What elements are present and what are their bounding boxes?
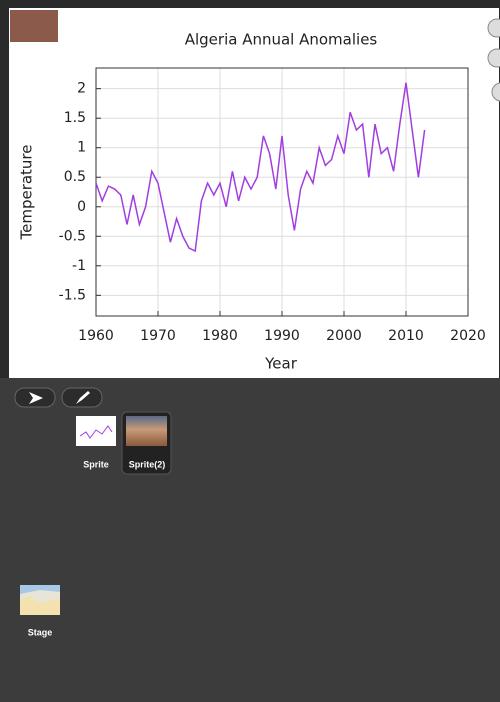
y-tick-label: 2 [77, 81, 86, 97]
x-tick-label: 2010 [388, 328, 424, 344]
y-tick-label: 0.5 [64, 169, 86, 185]
chart-title: Algeria Annual Anomalies [185, 31, 378, 49]
stage-label: Stage [28, 627, 53, 637]
sprite-thumbnail [76, 416, 116, 446]
screen: Algeria Annual Anomalies Year Temperatur… [0, 0, 500, 698]
y-tick-label: 1 [77, 140, 86, 156]
y-tick-label: -0.5 [59, 228, 86, 244]
x-tick-label: 2020 [450, 328, 486, 344]
sprite-thumbnail [126, 416, 167, 446]
x-tick-label: 1970 [140, 328, 176, 344]
stage-panel [9, 8, 499, 378]
y-axis-label: Temperature [18, 144, 36, 240]
y-tick-label: 1.5 [64, 110, 86, 126]
y-tick-label: -1 [72, 258, 86, 274]
x-axis-label: Year [264, 355, 298, 373]
stage-thumbnail [10, 10, 58, 42]
x-tick-label: 1980 [202, 328, 238, 344]
sprite-corral [0, 378, 500, 698]
page: Algeria Annual Anomalies Year Temperatur… [0, 0, 500, 698]
y-tick-label: 0 [77, 199, 86, 215]
sprite-item[interactable]: Sprite(2) [122, 412, 171, 474]
x-tick-label: 1960 [78, 328, 114, 344]
x-tick-label: 1990 [264, 328, 300, 344]
y-tick-label: -1.5 [59, 287, 86, 303]
x-tick-label: 2000 [326, 328, 362, 344]
sprite-label: Sprite [83, 459, 109, 469]
sprite-label: Sprite(2) [129, 459, 166, 469]
